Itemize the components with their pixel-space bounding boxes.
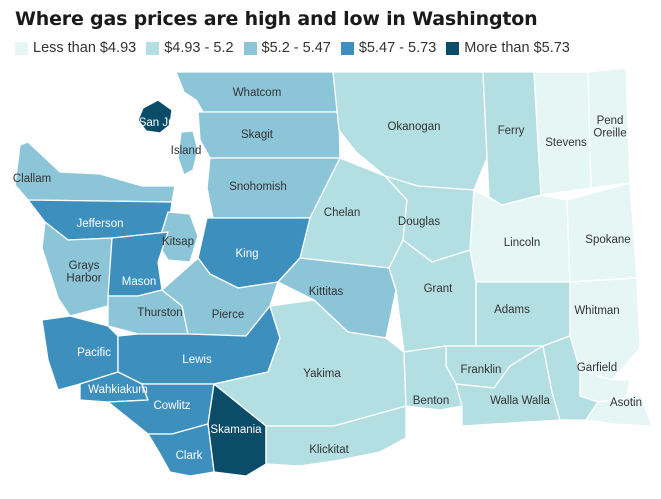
map-title: Where gas prices are high and low in Was…	[15, 8, 538, 30]
county-label-kitsap: Kitsap	[162, 236, 194, 248]
county-label-pierce: Pierce	[212, 309, 245, 321]
county-label-clallam: Clallam	[13, 173, 51, 185]
county-label-lewis: Lewis	[182, 354, 212, 366]
county-label-mason: Mason	[122, 276, 157, 288]
county-pierce	[161, 257, 279, 337]
county-label-clark: Clark	[176, 450, 203, 462]
county-label-kittitas: Kittitas	[309, 286, 344, 298]
legend-label-tier-1: $4.93 - 5.2	[164, 40, 234, 56]
county-label-douglas: Douglas	[398, 216, 440, 228]
county-stevens	[533, 71, 592, 196]
county-label-san-juan: San Juan	[139, 117, 188, 129]
county-label-grays-harbor: Grays Harbor	[66, 260, 101, 285]
legend-label-tier-4: More than $5.73	[464, 40, 570, 56]
legend-item-tier-1: $4.93 - 5.2	[146, 40, 234, 56]
legend: Less than $4.93 $4.93 - 5.2 $5.2 - 5.47 …	[15, 40, 580, 56]
legend-label-tier-0: Less than $4.93	[33, 40, 137, 56]
county-lincoln	[469, 189, 571, 283]
county-label-klickitat: Klickitat	[309, 444, 349, 456]
county-label-king: King	[235, 248, 258, 260]
legend-item-tier-2: $5.2 - 5.47	[243, 40, 331, 56]
county-label-garfield: Garfield	[577, 362, 617, 374]
legend-item-tier-4: More than $5.73	[446, 40, 570, 56]
county-label-pacific: Pacific	[77, 347, 111, 359]
county-label-stevens: Stevens	[545, 137, 587, 149]
legend-swatch-tier-3	[340, 41, 354, 55]
county-grays-harbor	[41, 221, 113, 317]
county-label-asotin: Asotin	[610, 397, 642, 409]
county-label-adams: Adams	[494, 304, 530, 316]
legend-label-tier-2: $5.2 - 5.47	[261, 40, 331, 56]
county-label-thurston: Thurston	[137, 307, 182, 319]
county-label-chelan: Chelan	[324, 207, 360, 219]
county-label-whatcom: Whatcom	[233, 87, 282, 99]
county-label-pend-oreille: Pend Oreille	[593, 115, 626, 140]
county-label-snohomish: Snohomish	[229, 181, 287, 193]
county-label-wahkiakum: Wahkiakum	[88, 384, 148, 396]
county-label-walla-walla: Walla Walla	[490, 395, 550, 407]
county-label-lincoln: Lincoln	[504, 237, 540, 249]
legend-item-tier-3: $5.47 - 5.73	[340, 40, 437, 56]
legend-swatch-tier-1	[146, 41, 160, 55]
legend-swatch-tier-0	[15, 41, 28, 55]
county-island	[177, 130, 199, 176]
county-klickitat	[265, 405, 407, 467]
county-label-grant: Grant	[424, 283, 454, 295]
county-label-yakima: Yakima	[303, 368, 341, 380]
county-label-ferry: Ferry	[498, 125, 525, 137]
county-label-island: Island	[171, 145, 202, 157]
county-label-cowlitz: Cowlitz	[153, 400, 190, 412]
county-label-skamania: Skamania	[210, 424, 262, 436]
legend-swatch-tier-4	[446, 41, 460, 55]
county-label-benton: Benton	[413, 395, 449, 407]
county-label-franklin: Franklin	[461, 364, 502, 376]
legend-item-tier-0: Less than $4.93	[15, 40, 136, 56]
county-label-jefferson: Jefferson	[76, 218, 123, 230]
county-ferry	[482, 71, 542, 206]
county-san-juan	[137, 99, 173, 134]
county-label-okanogan: Okanogan	[387, 121, 440, 133]
legend-label-tier-3: $5.47 - 5.73	[358, 40, 437, 56]
county-label-spokane: Spokane	[585, 234, 630, 246]
county-label-skagit: Skagit	[241, 129, 274, 141]
county-spokane	[566, 182, 638, 283]
county-clark	[147, 423, 215, 477]
county-clallam	[14, 141, 176, 203]
legend-swatch-tier-2	[243, 41, 257, 55]
county-label-whitman: Whitman	[574, 305, 619, 317]
county-asotin	[585, 393, 653, 427]
